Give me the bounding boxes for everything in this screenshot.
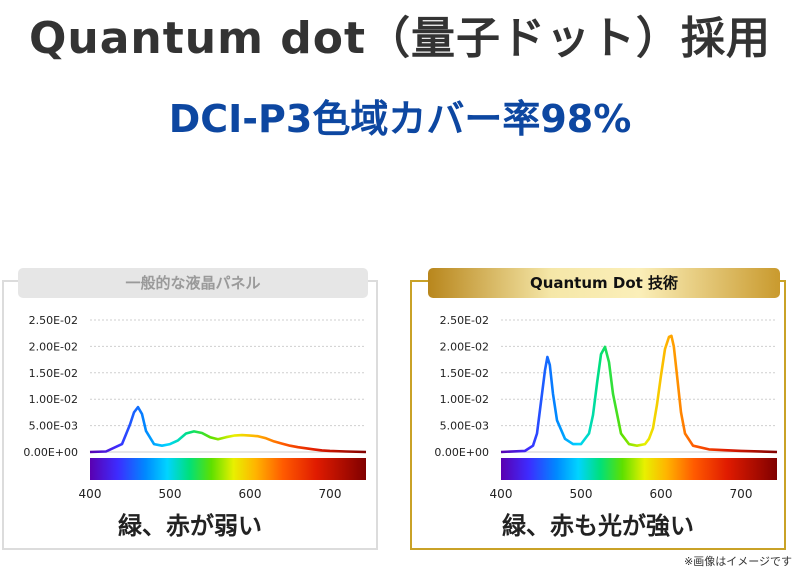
spectrum-series-line: [500, 334, 778, 454]
y-tick-label: 5.00E-03: [440, 420, 489, 433]
image-note: ※画像はイメージです: [684, 555, 792, 568]
y-tick-label: 1.00E-02: [440, 393, 489, 406]
spectrum-series-line: [89, 405, 367, 454]
x-tick-label: 400: [490, 487, 513, 501]
x-tick-label: 500: [159, 487, 182, 501]
y-tick-label: 2.00E-02: [29, 340, 78, 353]
y-tick-label: 2.00E-02: [440, 340, 489, 353]
y-tick-label: 1.00E-02: [29, 393, 78, 406]
panel-title-quantum-dot: Quantum Dot 技術: [428, 268, 780, 298]
x-tick-label: 400: [79, 487, 102, 501]
y-tick-label: 0.00E+00: [23, 446, 78, 459]
x-tick-label: 700: [319, 487, 342, 501]
spectrum-chart-quantum-dot: 2.50E-02 2.00E-02 1.50E-02 1.00E-02 5.00E-03…: [434, 314, 778, 501]
caption-quantum-dot: 緑、赤も光が強い: [502, 512, 694, 540]
x-tick-label: 700: [730, 487, 753, 501]
y-tick-label: 0.00E+00: [434, 446, 489, 459]
panel-title-standard-lcd: 一般的な液晶パネル: [18, 268, 368, 298]
y-tick-label: 1.50E-02: [29, 367, 78, 380]
page-title: Quantum dot（量子ドット）採用: [28, 13, 772, 64]
x-tick-label: 600: [239, 487, 262, 501]
y-tick-label: 5.00E-03: [29, 420, 78, 433]
page-subtitle: DCI-P3色域カバー率98%: [168, 97, 632, 141]
spectrum-color-bar: [501, 458, 777, 480]
spectrum-chart-standard: 2.50E-02 2.00E-02 1.50E-02 1.00E-02 5.00E-03…: [23, 314, 367, 501]
caption-standard: 緑、赤が弱い: [118, 512, 262, 540]
y-tick-label: 2.50E-02: [440, 314, 489, 327]
y-tick-label: 2.50E-02: [29, 314, 78, 327]
spectrum-color-bar: [90, 458, 366, 480]
x-tick-label: 500: [570, 487, 593, 501]
y-tick-label: 1.50E-02: [440, 367, 489, 380]
x-tick-label: 600: [650, 487, 673, 501]
